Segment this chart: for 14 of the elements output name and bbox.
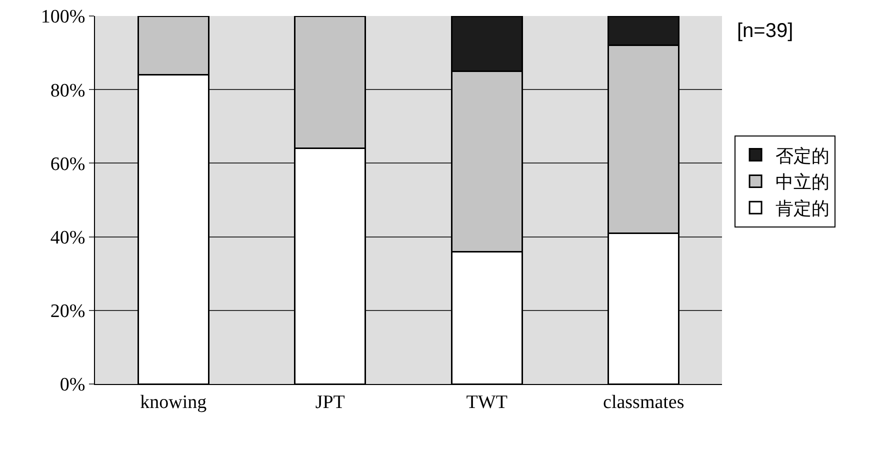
y-tick-label: 0% (60, 374, 86, 396)
x-tick-label: knowing (140, 392, 208, 413)
y-tick-label: 60% (50, 154, 86, 175)
x-tick-label: JPT (315, 392, 346, 413)
x-tick-label: TWT (466, 392, 508, 413)
legend-label: 中立的 (776, 172, 830, 194)
y-tick-label: 100% (40, 6, 86, 28)
y-tick-label: 40% (50, 227, 86, 248)
y-tick-label: 20% (50, 301, 86, 322)
text: [n=39] (737, 20, 794, 42)
y-tick-label: 80% (50, 80, 86, 102)
legend-label: 否定的 (776, 146, 830, 167)
x-tick-label: classmates (602, 392, 684, 413)
legend-label: 肯定的 (776, 198, 830, 220)
